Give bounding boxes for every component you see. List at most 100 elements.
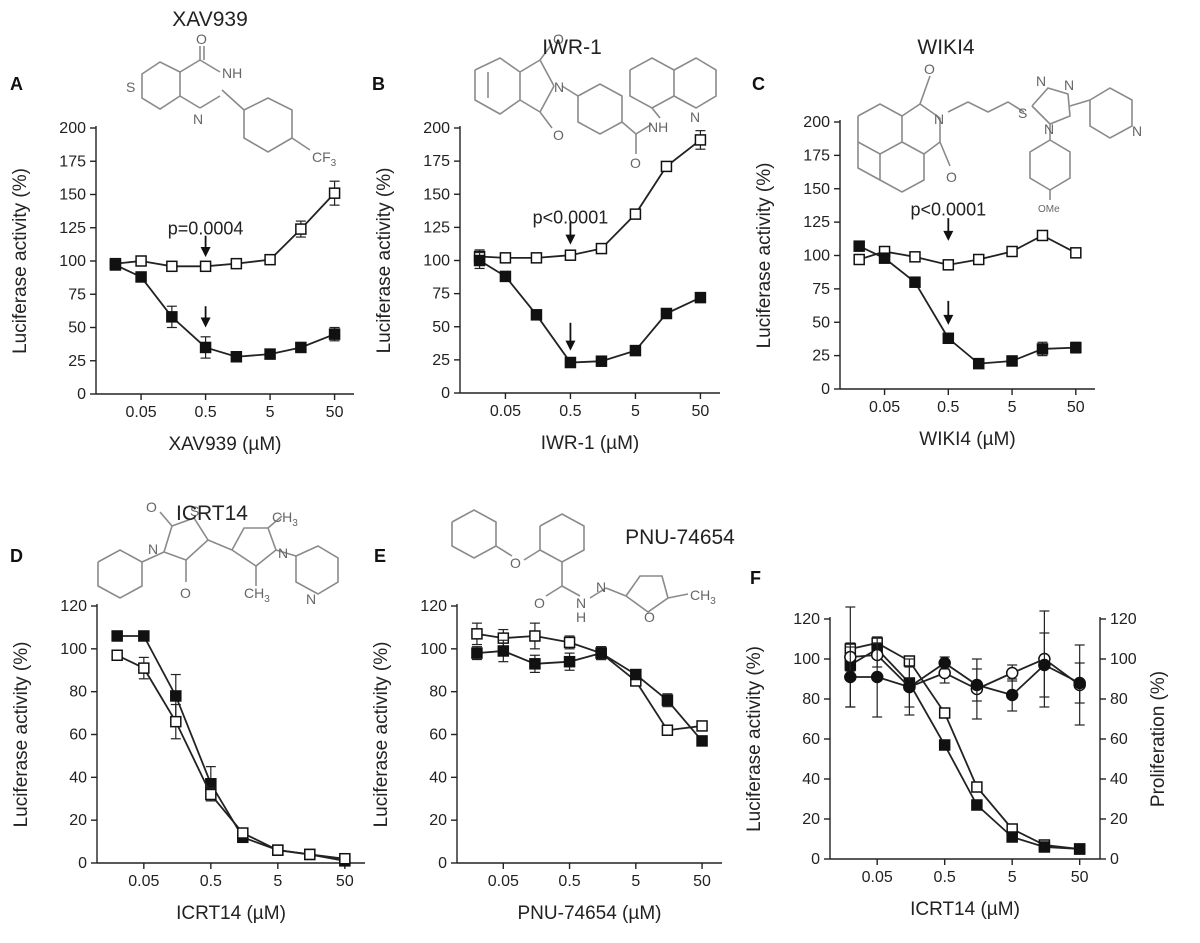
panel-letter: F — [750, 568, 761, 588]
data-point — [497, 645, 510, 657]
data-point — [1038, 658, 1051, 672]
data-point — [135, 255, 147, 267]
y-tick-label: 25 — [432, 352, 450, 369]
x-axis-title: PNU-74654 (µM) — [518, 903, 662, 924]
y2-tick-label: 40 — [1110, 771, 1128, 788]
data-point — [205, 788, 217, 801]
data-point — [870, 670, 884, 684]
data-point — [499, 252, 512, 264]
x-tick-label: 5 — [1008, 869, 1017, 886]
icrt-pyridine-n: N — [306, 591, 316, 607]
arrow — [943, 218, 954, 241]
x-axis-title: XAV939 (µM) — [168, 434, 281, 455]
data-point — [1005, 688, 1019, 702]
panel-letter: E — [374, 546, 386, 566]
data-point — [563, 636, 576, 649]
data-point — [1070, 341, 1082, 354]
panel-letter: C — [752, 74, 765, 94]
y-tick-label: 200 — [59, 120, 86, 137]
y2-axis-title: Proliferation (%) — [1148, 671, 1169, 807]
iwr-quinoline-n: N — [690, 109, 700, 125]
series-2 — [473, 251, 707, 369]
xav-ring-s: S — [126, 79, 135, 95]
data-point — [1038, 841, 1051, 853]
y-tick-label: 80 — [802, 691, 820, 708]
panel-b: B IWR-1 0 25 50 75 100 125 150 175 200 0.05 0.5 5 50 IW… — [372, 36, 720, 454]
data-point — [166, 311, 178, 323]
data-point — [109, 259, 122, 271]
iwr1-structure: O O N O NH N — [474, 31, 717, 171]
data-point — [1006, 245, 1018, 258]
series-line — [479, 259, 701, 364]
iwr-amide-o: O — [630, 155, 641, 171]
panel-letter: D — [10, 546, 23, 566]
wiki-triazole-n2: N — [1064, 77, 1074, 93]
data-point — [1036, 343, 1049, 355]
panel-e: E PNU-74654 0 20 40 60 80 100 120 0.05 0.5 5 50 PNU-7… — [371, 526, 735, 924]
xav-cf3: CF3 — [312, 149, 337, 169]
y-tick-label: 75 — [812, 281, 830, 298]
y-tick-label: 175 — [423, 153, 450, 170]
y-tick-label: 100 — [420, 641, 447, 658]
data-point — [1006, 831, 1018, 843]
y-tick-label: 50 — [68, 320, 86, 337]
iwr-o-top: O — [553, 31, 564, 47]
y-tick-label: 100 — [59, 253, 86, 270]
data-point — [1073, 843, 1086, 855]
y-tick-label: 0 — [438, 855, 447, 872]
y-tick-label: 0 — [78, 855, 87, 872]
panel-f: F 0 20 40 60 80 100 120 0 20 40 60 80 100 120 0.05 0.5 5 5… — [744, 568, 1169, 920]
data-point — [170, 690, 182, 702]
wiki-o-top: O — [924, 61, 935, 77]
data-point — [328, 328, 341, 340]
wiki-imide-n: N — [934, 111, 944, 127]
series-4 — [844, 632, 1086, 718]
x-tick-label: 5 — [1008, 399, 1017, 416]
data-point — [660, 160, 673, 173]
y-tick-label: 60 — [802, 731, 820, 748]
data-point — [696, 720, 708, 732]
y-tick-label: 125 — [59, 220, 86, 237]
x-tick-label: 0.5 — [558, 873, 580, 890]
data-point — [694, 134, 707, 146]
compound-name: ICRT14 — [176, 502, 248, 525]
y-tick-label: 40 — [69, 769, 87, 786]
y-tick-label: 100 — [793, 651, 820, 668]
pnu-carbonyl-o: O — [534, 595, 545, 611]
iwr-imide-n: N — [554, 79, 564, 95]
data-point — [595, 355, 608, 367]
x-tick-label: 50 — [693, 873, 711, 890]
y-axis-title: Luciferase activity (%) — [374, 168, 395, 354]
compound-name: XAV939 — [172, 8, 248, 31]
y-tick-label: 50 — [432, 319, 450, 336]
x-tick-label: 0.5 — [200, 873, 222, 890]
y-tick-label: 75 — [68, 286, 86, 303]
xav-carbonyl-o: O — [196, 31, 207, 47]
arrow — [200, 306, 211, 328]
wiki4-structure: O O N S N N N N OMe — [857, 61, 1142, 215]
data-point — [166, 260, 178, 273]
y2-tick-label: 80 — [1110, 691, 1128, 708]
data-point — [971, 799, 983, 811]
y-tick-label: 0 — [77, 386, 86, 403]
series-1 — [853, 229, 1082, 271]
icrt-methyl-bottom: CH3 — [244, 585, 270, 605]
data-point — [529, 658, 541, 670]
data-point — [595, 242, 608, 255]
data-point — [629, 208, 642, 220]
series-1 — [844, 636, 1086, 855]
data-point — [1070, 247, 1082, 259]
y-tick-label: 25 — [68, 353, 86, 370]
icrt-o-top: O — [146, 499, 157, 515]
data-point — [530, 252, 543, 264]
wiki-pyridine-n: N — [1132, 123, 1142, 139]
compound-name: PNU-74654 — [625, 526, 735, 549]
data-point — [629, 344, 642, 357]
data-point — [230, 257, 243, 270]
y-axis-title: Luciferase activity (%) — [11, 642, 32, 828]
arrow — [565, 222, 576, 245]
series-2 — [111, 649, 351, 865]
y2-tick-label: 120 — [1110, 611, 1137, 628]
panel-letter: B — [372, 74, 385, 94]
